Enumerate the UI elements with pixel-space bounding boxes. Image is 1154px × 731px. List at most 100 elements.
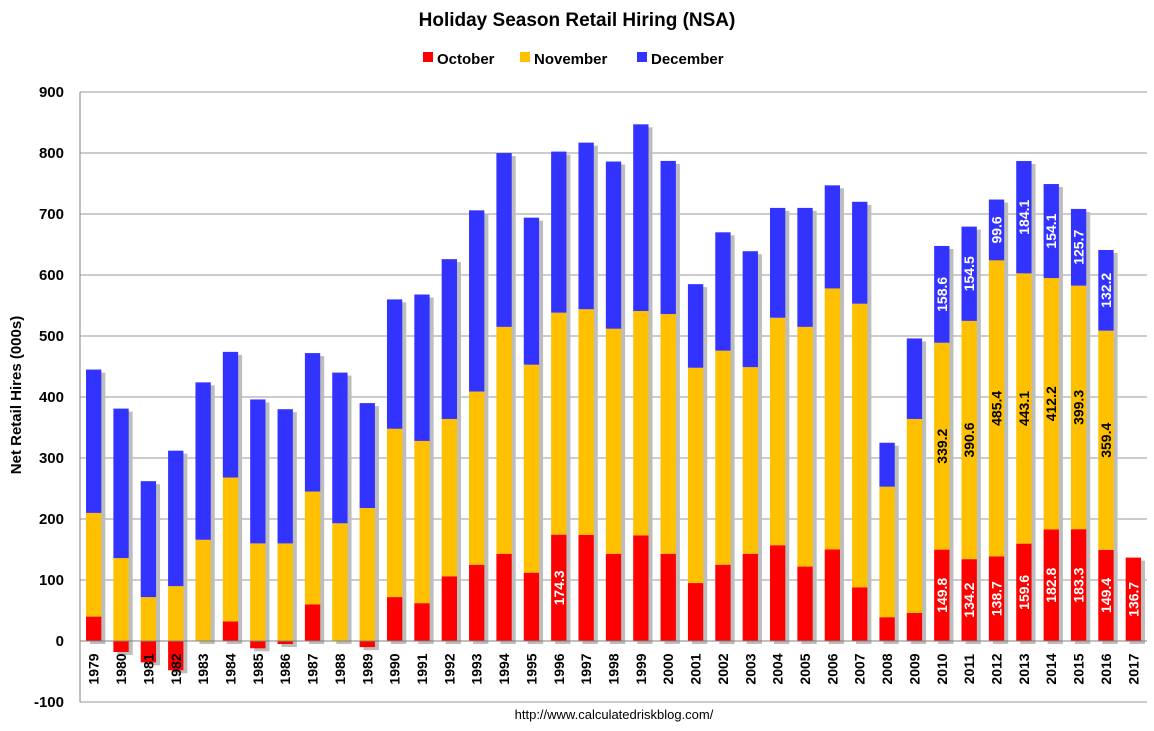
data-label-october-2010: 149.8 xyxy=(934,578,950,613)
bar-december-1984 xyxy=(222,351,239,478)
bar-december-1982 xyxy=(168,450,184,587)
x-tick-label-1985: 1985 xyxy=(250,653,266,684)
legend-swatch-december xyxy=(637,52,647,62)
bar-november-2011 xyxy=(961,320,977,560)
bar-november-2006 xyxy=(824,288,841,550)
bars xyxy=(86,124,1141,671)
x-tick-label-2002: 2002 xyxy=(715,653,731,684)
legend-swatch-october xyxy=(423,52,433,62)
data-label-october-2012: 138.7 xyxy=(989,581,1005,616)
bar-december-2008 xyxy=(879,442,895,487)
bar-december-1998 xyxy=(605,161,622,329)
bar-november-2014 xyxy=(1043,278,1059,530)
bar-november-2001 xyxy=(687,367,704,584)
bar-december-1986 xyxy=(277,409,293,544)
bar-october-2005 xyxy=(797,566,813,641)
bar-october-1999 xyxy=(633,535,649,641)
bar-december-2001 xyxy=(687,284,704,368)
bar-december-1994 xyxy=(496,153,512,327)
x-tick-label-2010: 2010 xyxy=(934,653,950,684)
x-tick-label-1996: 1996 xyxy=(551,653,567,684)
bar-october-1997 xyxy=(578,534,594,641)
data-label-november-2016: 359.4 xyxy=(1098,423,1114,458)
bar-november-2015 xyxy=(1070,285,1087,530)
bar-november-1988 xyxy=(332,523,348,641)
bar-november-1998 xyxy=(605,328,622,554)
bar-november-1987 xyxy=(304,491,321,605)
bar-december-2007 xyxy=(852,201,868,304)
data-label-november-2015: 399.3 xyxy=(1071,390,1087,425)
bar-october-2008 xyxy=(879,617,895,641)
x-tick-label-2008: 2008 xyxy=(879,653,895,684)
bar-october-2010 xyxy=(934,549,950,641)
bar-december-1981 xyxy=(140,481,157,598)
bar-november-1986 xyxy=(277,543,293,641)
bar-october-2013 xyxy=(1016,543,1032,641)
y-tick-label: 0 xyxy=(56,633,64,650)
bar-december-1992 xyxy=(441,259,458,419)
x-tick-label-1980: 1980 xyxy=(113,653,129,684)
bar-october-1993 xyxy=(469,564,485,641)
bar-november-1979 xyxy=(86,512,102,617)
bar-october-2006 xyxy=(824,549,841,641)
bar-december-2014 xyxy=(1043,184,1059,279)
source-note: http://www.calculatedriskblog.com/ xyxy=(515,707,714,722)
bar-november-1989 xyxy=(359,508,375,641)
bar-october-2015 xyxy=(1070,529,1087,641)
bar-november-1990 xyxy=(386,428,403,598)
bar-november-2009 xyxy=(906,418,923,613)
data-label-october-2014: 182.8 xyxy=(1043,568,1059,603)
bar-december-1991 xyxy=(414,294,430,441)
x-tick-label-1997: 1997 xyxy=(578,653,594,684)
y-axis-label: Net Retail Hires (000s) xyxy=(8,316,25,474)
bar-october-1982 xyxy=(168,641,184,671)
x-tick-label-2016: 2016 xyxy=(1098,653,1114,684)
bar-december-1995 xyxy=(523,217,540,365)
legend-label-october: October xyxy=(437,51,495,68)
bar-december-2009 xyxy=(906,338,923,419)
bar-december-2005 xyxy=(797,207,813,327)
x-tick-label-1982: 1982 xyxy=(168,653,184,684)
data-label-november-2014: 412.2 xyxy=(1043,386,1059,421)
bar-october-1995 xyxy=(523,572,540,641)
bar-december-2015 xyxy=(1070,208,1087,286)
data-label-october-2015: 183.3 xyxy=(1071,567,1087,602)
bar-december-1987 xyxy=(304,353,321,492)
bar-october-1989 xyxy=(359,641,375,648)
data-label-october-2016: 149.4 xyxy=(1098,578,1114,613)
bar-december-2003 xyxy=(742,251,758,368)
bar-december-2010 xyxy=(934,245,950,343)
bar-november-1982 xyxy=(168,586,184,641)
x-tick-label-2001: 2001 xyxy=(688,653,704,684)
y-tick-label: 900 xyxy=(39,84,64,101)
bar-november-2000 xyxy=(660,314,676,554)
data-label-december-2011: 154.5 xyxy=(961,256,977,291)
bar-december-2013 xyxy=(1016,161,1032,274)
y-axis-ticks: -100 0 100 200 300 400 500 600 700 800 900 xyxy=(34,84,64,711)
bar-december-2002 xyxy=(715,232,731,351)
data-label-november-2012: 485.4 xyxy=(989,391,1005,426)
bar-november-2004 xyxy=(769,317,786,546)
legend: October November December xyxy=(423,51,724,68)
data-label-december-2010: 158.6 xyxy=(934,277,950,312)
data-label-october-2017: 136.7 xyxy=(1125,582,1141,617)
x-tick-label-2004: 2004 xyxy=(770,653,786,684)
bar-october-2011 xyxy=(961,559,977,641)
bar-october-2002 xyxy=(715,564,731,641)
x-tick-label-2006: 2006 xyxy=(824,653,840,684)
bar-october-1992 xyxy=(441,576,458,641)
bar-october-2017 xyxy=(1125,557,1141,641)
bar-november-1980 xyxy=(113,558,129,641)
legend-label-november: November xyxy=(534,51,608,68)
x-tick-label-2012: 2012 xyxy=(989,653,1005,684)
bar-december-2016 xyxy=(1098,249,1114,331)
x-tick-label-1995: 1995 xyxy=(523,653,539,684)
x-tick-label-1981: 1981 xyxy=(140,653,156,684)
bar-november-1992 xyxy=(441,418,458,577)
bar-october-1984 xyxy=(222,621,239,641)
bar-november-2005 xyxy=(797,326,813,567)
x-tick-label-1987: 1987 xyxy=(305,653,321,684)
data-label-december-2014: 154.1 xyxy=(1043,213,1059,248)
